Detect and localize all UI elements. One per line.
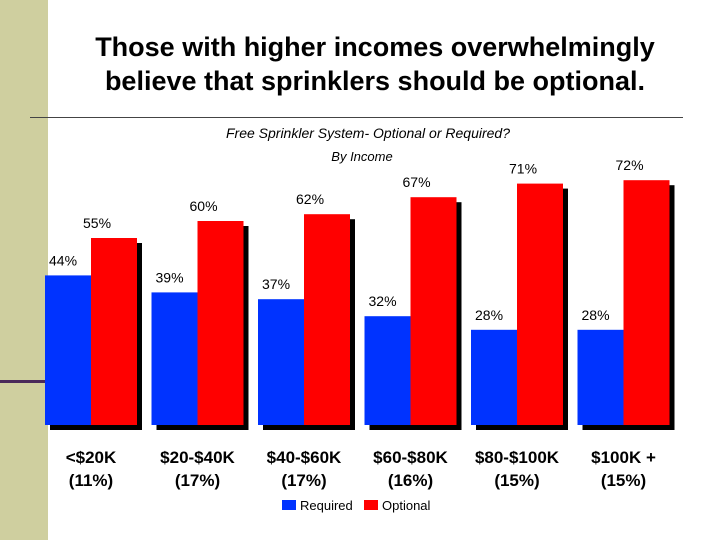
bar-optional-0 xyxy=(91,238,137,425)
category-label-2: $40-$60K xyxy=(267,448,342,467)
bar-required-3 xyxy=(364,316,411,425)
bar-required-2 xyxy=(258,299,304,425)
value-label-optional-5: 72% xyxy=(616,157,644,173)
category-label-5: $100K + xyxy=(591,448,656,467)
value-label-optional-4: 71% xyxy=(509,161,537,177)
value-label-optional-3: 67% xyxy=(403,174,431,190)
category-label-3: $60-$80K xyxy=(373,448,448,467)
value-label-required-2: 37% xyxy=(262,276,290,292)
value-label-required-0: 44% xyxy=(49,252,77,268)
category-share-3: (16%) xyxy=(388,471,433,490)
side-band xyxy=(0,0,48,540)
legend-label-required: Required xyxy=(300,498,353,513)
side-rule xyxy=(0,380,48,383)
bar-required-4 xyxy=(471,329,517,425)
bar-optional-3 xyxy=(410,197,457,425)
chart-title: Free Sprinkler System- Optional or Requi… xyxy=(226,125,510,141)
value-label-required-1: 39% xyxy=(156,269,184,285)
category-label-0: <$20K xyxy=(66,448,117,467)
slide-title: Those with higher incomes overwhelmingly… xyxy=(40,30,710,98)
legend-label-optional: Optional xyxy=(382,498,431,513)
bar-required-1 xyxy=(151,292,198,425)
category-label-1: $20-$40K xyxy=(160,448,235,467)
chart-subtitle: By Income xyxy=(331,149,392,164)
value-label-optional-1: 60% xyxy=(190,198,218,214)
category-share-0: (11%) xyxy=(69,471,113,490)
value-label-required-4: 28% xyxy=(475,307,503,323)
value-label-optional-2: 62% xyxy=(296,191,324,207)
bar-required-0 xyxy=(45,275,91,425)
bar-optional-2 xyxy=(304,214,350,425)
category-share-2: (17%) xyxy=(281,471,326,490)
title-line-2: believe that sprinklers should be option… xyxy=(104,66,646,96)
title-divider xyxy=(30,117,683,118)
value-label-required-3: 32% xyxy=(369,293,397,309)
category-share-1: (17%) xyxy=(175,471,220,490)
category-share-5: (15%) xyxy=(601,471,646,490)
value-label-optional-0: 55% xyxy=(83,215,111,231)
bar-optional-1 xyxy=(197,221,244,425)
legend-swatch-optional xyxy=(364,500,378,510)
bar-optional-5 xyxy=(623,180,670,425)
value-label-required-5: 28% xyxy=(582,307,610,323)
category-label-4: $80-$100K xyxy=(475,448,560,467)
legend-swatch-required xyxy=(282,500,296,510)
bar-required-5 xyxy=(577,329,624,425)
category-share-4: (15%) xyxy=(494,471,539,490)
bar-optional-4 xyxy=(517,183,563,425)
title-line-1: Those with higher incomes overwhelmingly xyxy=(95,32,655,62)
